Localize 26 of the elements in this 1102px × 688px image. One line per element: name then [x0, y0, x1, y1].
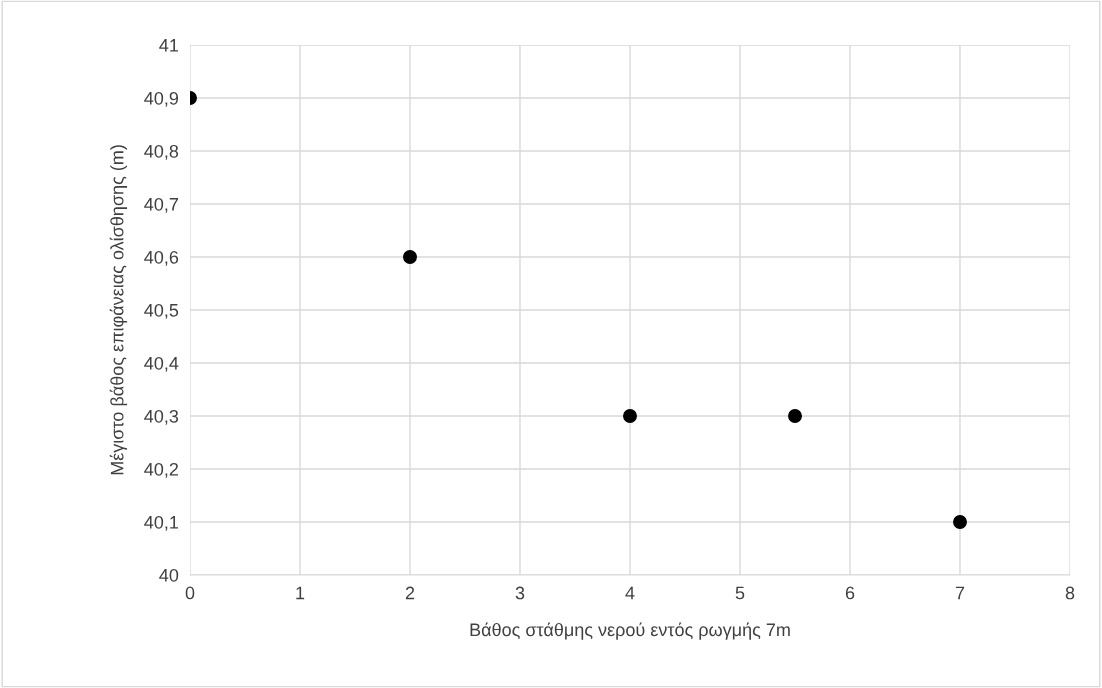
y-tick-label: 40 — [159, 568, 179, 582]
y-tick-label: 40,1 — [144, 515, 179, 531]
y-tick-label: 40,2 — [144, 462, 178, 478]
y-tick-label: 40,9 — [144, 91, 179, 107]
y-axis-title: Μέγιστο βάθος επιφάνειας ολίσθησης (m) — [109, 145, 128, 475]
x-tick-label: 4 — [625, 586, 635, 600]
y-tick-label: 40,3 — [144, 409, 179, 425]
point — [788, 409, 802, 423]
point — [403, 250, 417, 264]
x-axis-title: Βάθος στάθμης νερού εντός ρωγμής 7m — [470, 622, 790, 640]
y-tick-label: 40,5 — [144, 303, 179, 319]
y-tick-label: 41 — [159, 39, 179, 52]
point — [953, 515, 967, 529]
x-tick-label: 1 — [296, 586, 305, 600]
x-tick-label: 3 — [515, 586, 525, 600]
y-tick-label: 40,6 — [144, 250, 179, 266]
y-tick-label: 40,4 — [144, 356, 179, 372]
x-tick-label: 8 — [1065, 586, 1075, 600]
x-tick-label: 6 — [845, 586, 855, 600]
point — [623, 409, 637, 423]
x-tick-label: 0 — [185, 586, 195, 600]
y-tick-label: 40,7 — [144, 197, 178, 213]
x-tick-label: 7 — [955, 586, 965, 600]
y-tick-label: 40,8 — [144, 144, 179, 160]
x-tick-label: 2 — [405, 586, 415, 600]
x-tick-label: 5 — [735, 586, 745, 600]
